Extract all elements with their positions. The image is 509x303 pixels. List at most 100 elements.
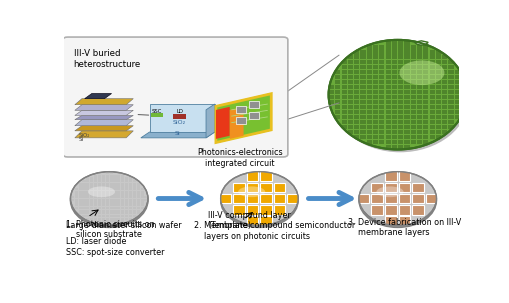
Bar — [454, 115, 459, 119]
Bar — [341, 85, 346, 89]
Bar — [391, 95, 396, 99]
Bar — [372, 45, 377, 49]
Bar — [391, 65, 396, 69]
Bar — [435, 95, 440, 99]
Bar — [341, 120, 346, 124]
Bar — [391, 75, 396, 79]
Bar — [78, 193, 81, 196]
Bar — [441, 100, 446, 104]
Bar — [86, 212, 89, 215]
Bar — [132, 212, 136, 215]
Bar — [353, 80, 358, 85]
Bar — [328, 90, 333, 95]
Bar — [140, 207, 144, 209]
Bar — [379, 65, 384, 69]
Bar — [385, 130, 390, 134]
Bar — [441, 105, 446, 109]
Bar — [341, 105, 346, 109]
Bar — [125, 183, 128, 185]
Bar — [129, 183, 132, 185]
Bar — [260, 194, 271, 204]
Bar — [105, 185, 108, 188]
Bar — [353, 50, 358, 55]
Bar — [416, 90, 421, 95]
Bar — [379, 60, 384, 65]
Bar — [334, 95, 340, 99]
Bar — [429, 115, 434, 119]
Bar — [90, 204, 93, 206]
Polygon shape — [75, 110, 133, 115]
Bar — [422, 50, 428, 55]
Bar — [136, 188, 139, 190]
Bar — [98, 191, 101, 193]
Bar — [353, 115, 358, 119]
Bar — [353, 135, 358, 139]
Bar — [379, 70, 384, 75]
Bar — [82, 196, 86, 198]
Bar — [435, 90, 440, 95]
Polygon shape — [149, 104, 214, 132]
Bar — [78, 199, 81, 201]
Text: Si: Si — [78, 137, 83, 142]
Bar — [366, 130, 371, 134]
Bar — [353, 100, 358, 104]
Bar — [86, 185, 89, 188]
Bar — [129, 177, 132, 179]
Bar — [460, 100, 465, 104]
Bar — [398, 90, 403, 95]
Bar — [109, 185, 112, 188]
Bar — [347, 110, 352, 114]
Bar — [129, 185, 132, 188]
Bar — [366, 100, 371, 104]
Bar — [341, 100, 346, 104]
Bar — [435, 105, 440, 109]
Bar — [132, 199, 136, 201]
Bar — [117, 177, 120, 179]
Polygon shape — [230, 107, 243, 139]
Bar — [379, 105, 384, 109]
Bar — [86, 218, 89, 220]
Bar — [435, 75, 440, 79]
Bar — [379, 100, 384, 104]
Bar — [360, 95, 365, 99]
Bar — [441, 120, 446, 124]
Bar — [435, 60, 440, 65]
Bar — [78, 185, 81, 188]
Bar — [102, 199, 105, 201]
Bar — [113, 175, 117, 177]
Bar — [121, 180, 124, 182]
Bar — [347, 130, 352, 134]
Bar — [398, 60, 403, 65]
Bar — [144, 196, 147, 198]
Polygon shape — [140, 132, 214, 138]
Bar — [132, 201, 136, 204]
Bar — [117, 185, 120, 188]
Bar — [125, 188, 128, 190]
Bar — [360, 115, 365, 119]
Bar — [372, 85, 377, 89]
Bar — [86, 199, 89, 201]
Bar — [398, 45, 403, 49]
Bar — [94, 215, 97, 217]
Bar — [86, 204, 89, 206]
Bar — [398, 125, 403, 129]
Bar — [102, 218, 105, 220]
Bar — [117, 183, 120, 185]
Bar — [422, 130, 428, 134]
Bar — [360, 60, 365, 65]
Bar — [102, 175, 105, 177]
Bar — [125, 204, 128, 206]
Bar — [109, 204, 112, 206]
Bar — [391, 70, 396, 75]
Ellipse shape — [399, 60, 443, 85]
Bar — [287, 194, 298, 204]
Bar — [129, 201, 132, 204]
Bar — [105, 220, 108, 222]
Bar — [105, 207, 108, 209]
Bar — [125, 185, 128, 188]
Bar — [82, 207, 86, 209]
Bar — [379, 140, 384, 144]
Bar — [366, 80, 371, 85]
Bar — [385, 100, 390, 104]
Bar — [372, 90, 377, 95]
